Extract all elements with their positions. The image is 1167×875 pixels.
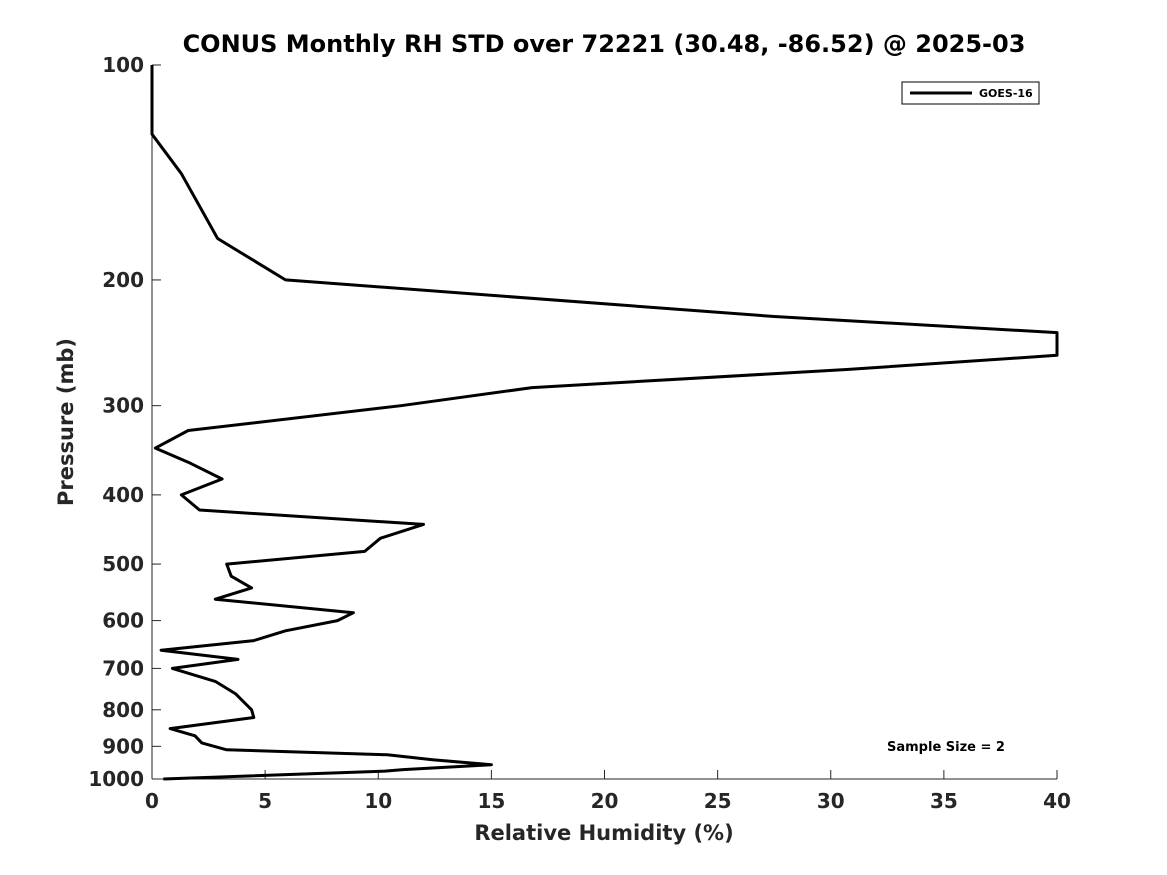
y-tick-label: 100 [102,53,144,77]
y-tick-label: 900 [102,734,144,758]
series-line-goes-16 [150,65,1059,781]
y-axis-label: Pressure (mb) [54,338,78,506]
x-axis-label: Relative Humidity (%) [474,821,733,845]
y-axis: 100 200 300 400 500 600 700 800 900 1000 [88,53,161,791]
legend: GOES-16 [901,81,1040,105]
y-tick-label: 800 [102,698,144,722]
x-tick-label: 25 [704,789,732,813]
x-tick-label: 5 [258,789,272,813]
legend-label-goes-16: GOES-16 [979,87,1033,100]
x-tick-label: 15 [477,789,505,813]
x-tick-label: 20 [591,789,619,813]
y-tick-label: 400 [102,483,144,507]
y-tick-label: 600 [102,609,144,633]
y-tick-label: 200 [102,268,144,292]
x-tick-label: 30 [817,789,845,813]
chart-title: CONUS Monthly RH STD over 72221 (30.48, … [183,30,1026,58]
x-tick-label: 0 [145,789,159,813]
y-tick-label: 500 [102,552,144,576]
x-tick-label: 10 [364,789,392,813]
x-tick-label: 35 [930,789,958,813]
y-tick-label: 300 [102,394,144,418]
y-tick-label: 1000 [88,767,144,791]
sample-size-annotation: Sample Size = 2 [887,740,1005,755]
series-layer [150,65,1059,781]
y-tick-label: 700 [102,656,144,680]
x-tick-label: 40 [1043,789,1071,813]
x-axis: 0 5 10 15 20 25 30 35 40 [145,770,1071,813]
